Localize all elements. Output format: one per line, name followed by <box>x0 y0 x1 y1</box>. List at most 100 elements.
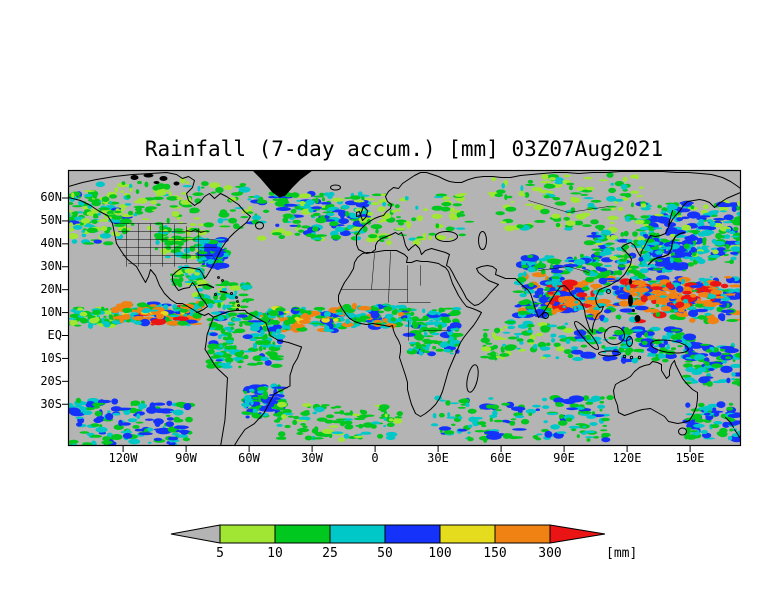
rain-cell <box>257 220 267 224</box>
rain-cell <box>734 288 741 293</box>
rain-cell <box>583 430 596 434</box>
rain-cell <box>433 196 444 198</box>
rain-cell <box>582 425 587 428</box>
rain-cell <box>295 227 299 231</box>
rain-cell <box>81 229 86 233</box>
rain-cell <box>709 276 713 278</box>
rain-cell <box>165 245 172 250</box>
rain-cell <box>290 208 297 214</box>
rain-cell <box>289 224 298 227</box>
rain-cell <box>429 319 434 322</box>
rain-cell <box>166 441 171 445</box>
rain-cell <box>699 343 710 346</box>
rain-cell <box>676 285 684 293</box>
rain-cell <box>214 284 227 286</box>
rain-cell <box>415 341 421 347</box>
rain-cell <box>127 418 138 423</box>
rain-cell <box>702 204 709 209</box>
lat-label: 40N <box>40 236 62 250</box>
rain-cell <box>620 183 628 190</box>
rain-cell <box>269 200 275 204</box>
rain-cell <box>655 303 660 308</box>
rain-cell <box>634 219 645 225</box>
map-content <box>68 170 741 446</box>
rain-cell <box>167 436 179 441</box>
rain-cell <box>272 198 284 202</box>
rain-cell <box>72 318 76 321</box>
rain-cell <box>189 227 201 231</box>
rain-cell <box>154 237 165 240</box>
rain-cell <box>414 324 419 328</box>
rain-cell <box>171 432 180 436</box>
rain-cell <box>641 260 647 266</box>
rain-cell <box>518 194 526 197</box>
rain-cell <box>263 209 270 213</box>
rain-cell <box>570 346 579 350</box>
rain-cell <box>688 309 699 317</box>
rain-cell <box>83 190 96 193</box>
rain-cell <box>606 172 614 178</box>
rain-cell <box>225 339 234 344</box>
new-zealand <box>725 417 741 439</box>
rain-cell <box>729 428 734 432</box>
rain-cell <box>92 192 98 199</box>
rain-cell <box>269 354 279 361</box>
rain-cell <box>239 323 243 327</box>
rain-cell <box>79 406 87 412</box>
rain-cell <box>609 255 619 261</box>
rain-cell <box>172 304 178 309</box>
rain-cell <box>323 328 335 332</box>
rain-cell <box>510 200 514 204</box>
rain-cell <box>689 255 694 262</box>
rain-cell <box>555 222 561 228</box>
rain-cell <box>542 405 550 409</box>
rain-cell <box>272 413 284 417</box>
rain-cell <box>113 223 126 227</box>
rain-cell <box>100 218 111 222</box>
rain-cell <box>159 225 165 231</box>
rain-cell <box>582 224 592 227</box>
rain-cell <box>459 211 465 214</box>
rain-cell <box>144 418 154 421</box>
rain-cell <box>642 234 649 237</box>
rain-cell <box>522 271 527 277</box>
rain-cell <box>197 302 205 307</box>
rain-cell <box>521 418 530 425</box>
rain-cell <box>618 264 626 268</box>
rain-cell <box>307 310 312 315</box>
lon-label: 120W <box>108 451 138 465</box>
rain-cell <box>287 415 294 418</box>
rain-cell <box>227 293 238 300</box>
rain-cell <box>349 214 361 219</box>
rain-cell <box>242 334 253 340</box>
rain-cell <box>541 173 549 180</box>
rain-cell <box>486 433 502 440</box>
rain-cell <box>324 214 330 219</box>
rain-cell <box>501 419 510 423</box>
rain-cell <box>601 417 610 422</box>
rain-cell <box>423 331 428 337</box>
rain-cell <box>732 221 741 226</box>
rain-cell <box>164 236 169 239</box>
rain-cell <box>80 218 91 224</box>
rain-cell <box>608 336 617 340</box>
rain-cell <box>290 192 300 198</box>
rain-cell <box>477 421 487 425</box>
rain-cell <box>249 323 261 329</box>
rain-cell <box>295 224 302 228</box>
rain-cell <box>275 207 291 211</box>
rain-cell <box>253 195 260 199</box>
rain-cell <box>644 332 648 338</box>
rain-cell <box>623 230 629 237</box>
rain-cell <box>512 436 524 439</box>
rain-cell <box>606 195 617 202</box>
rain-cell <box>149 304 158 307</box>
rain-cell <box>724 234 731 239</box>
rain-cell <box>173 228 184 232</box>
rain-cell <box>553 342 561 347</box>
rain-cell <box>576 292 588 298</box>
rain-cell <box>229 209 237 212</box>
rain-cell <box>526 324 535 328</box>
rain-cell <box>527 266 536 273</box>
rain-cell <box>207 240 219 245</box>
